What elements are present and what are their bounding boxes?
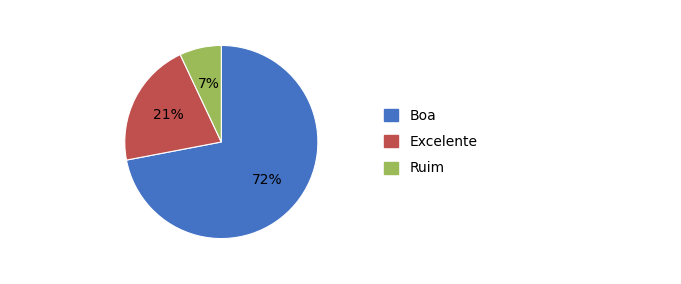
Legend: Boa, Excelente, Ruim: Boa, Excelente, Ruim <box>385 108 477 176</box>
Text: 7%: 7% <box>197 77 219 91</box>
Text: 21%: 21% <box>153 108 184 122</box>
Wedge shape <box>127 45 318 239</box>
Wedge shape <box>180 45 221 142</box>
Text: 72%: 72% <box>251 173 282 187</box>
Wedge shape <box>125 55 221 160</box>
